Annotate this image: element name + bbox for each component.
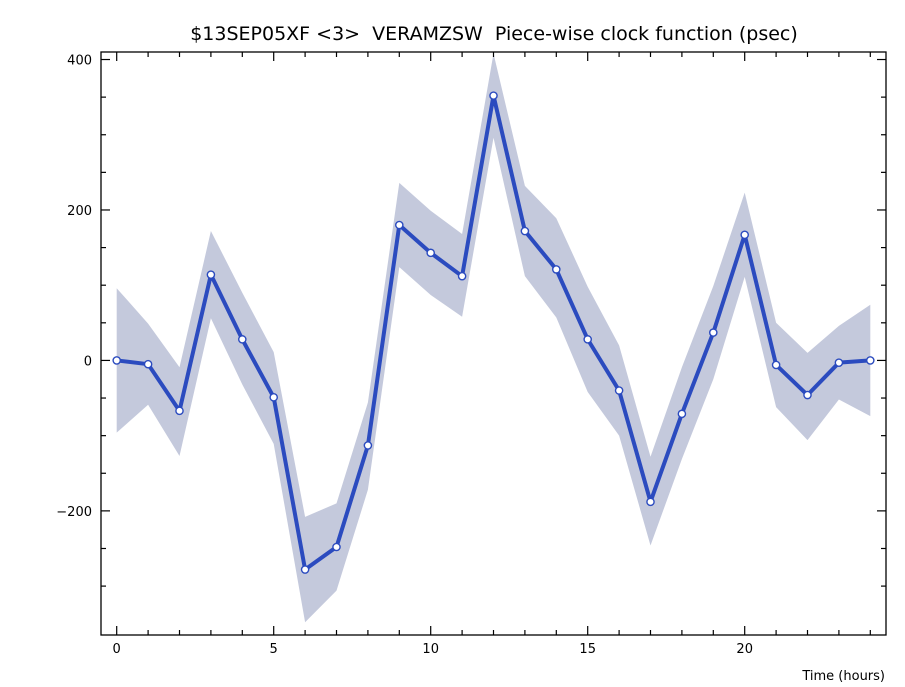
data-point (709, 328, 718, 337)
chart-title: $13SEP05XF <3> VERAMZSW Piece-wise clock… (190, 23, 798, 45)
data-point (834, 358, 844, 367)
confidence-band (116, 53, 871, 623)
data-point (143, 359, 153, 369)
data-point (677, 409, 687, 419)
data-point (426, 248, 436, 258)
x-tick-label: 10 (422, 642, 439, 657)
x-tick-label: 0 (113, 642, 121, 657)
y-tick-label: −200 (56, 505, 92, 520)
x-tick-label: 20 (736, 642, 753, 657)
x-tick-label: 15 (579, 642, 596, 657)
data-point (175, 406, 184, 416)
data-point (520, 226, 530, 236)
data-point (269, 392, 279, 402)
data-point (552, 265, 561, 274)
data-point (740, 230, 750, 240)
data-point (866, 356, 875, 365)
data-point (583, 335, 593, 344)
y-tick-label: 0 (84, 354, 92, 369)
x-tick-label: 5 (270, 642, 278, 657)
data-points (112, 91, 875, 574)
data-point (300, 565, 310, 574)
data-point (614, 386, 624, 395)
band-area (116, 53, 871, 623)
x-tick-labels: 0 5 10 15 20 (113, 642, 753, 657)
data-point (206, 270, 216, 279)
data-point (394, 220, 404, 230)
data-point (237, 335, 247, 344)
y-tick-labels: −200 0 200 400 (56, 54, 92, 520)
data-point (457, 271, 467, 281)
data-point (332, 542, 341, 552)
data-point (803, 390, 812, 400)
y-tick-label: 200 (67, 204, 92, 219)
y-tick-label: 400 (67, 54, 92, 69)
axis-ticks (101, 52, 886, 635)
data-point (646, 497, 655, 507)
data-point (112, 356, 121, 365)
data-point (489, 91, 498, 100)
x-axis-label: Time (hours) (801, 669, 885, 684)
data-point (363, 441, 373, 450)
data-point (771, 360, 781, 370)
